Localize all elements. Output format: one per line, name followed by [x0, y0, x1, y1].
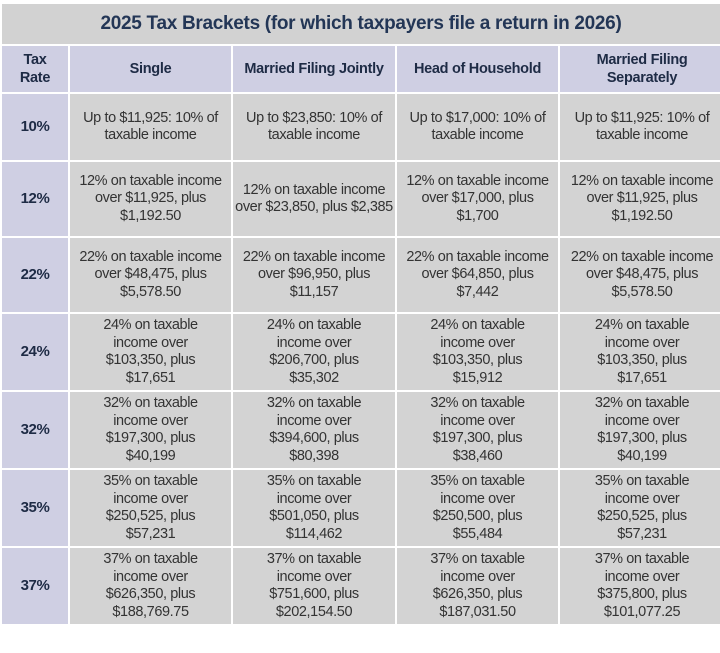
table-title: 2025 Tax Brackets (for which taxpayers f…	[2, 4, 720, 44]
tax-rate-cell: 22%	[2, 238, 68, 312]
tax-rate-cell: 10%	[2, 94, 68, 160]
cell-married-jointly: 35% on taxable income over $501,050, plu…	[233, 470, 395, 546]
table-row: 32% 32% on taxable income over $197,300, …	[2, 392, 720, 468]
cell-married-jointly: 22% on taxable income over $96,950, plus…	[233, 238, 395, 312]
cell-single: 24% on taxable income over $103,350, plu…	[70, 314, 231, 390]
cell-head-of-household: 32% on taxable income over $197,300, plu…	[397, 392, 558, 468]
cell-married-jointly: 12% on taxable income over $23,850, plus…	[233, 162, 395, 236]
header-row: Tax Rate Single Married Filing Jointly H…	[2, 46, 720, 92]
cell-married-separately: 12% on taxable income over $11,925, plus…	[560, 162, 720, 236]
cell-head-of-household: 22% on taxable income over $64,850, plus…	[397, 238, 558, 312]
header-married-separately: Married Filing Separately	[560, 46, 720, 92]
cell-married-jointly: 24% on taxable income over $206,700, plu…	[233, 314, 395, 390]
cell-single: 22% on taxable income over $48,475, plus…	[70, 238, 231, 312]
tax-bracket-table: Tax Rate Single Married Filing Jointly H…	[0, 44, 720, 626]
cell-married-jointly: 32% on taxable income over $394,600, plu…	[233, 392, 395, 468]
tax-rate-cell: 24%	[2, 314, 68, 390]
cell-married-separately: Up to $11,925: 10% of taxable income	[560, 94, 720, 160]
cell-married-separately: 32% on taxable income over $197,300, plu…	[560, 392, 720, 468]
cell-single: 32% on taxable income over $197,300, plu…	[70, 392, 231, 468]
cell-married-separately: 24% on taxable income over $103,350, plu…	[560, 314, 720, 390]
cell-head-of-household: 35% on taxable income over $250,500, plu…	[397, 470, 558, 546]
cell-single: Up to $11,925: 10% of taxable income	[70, 94, 231, 160]
table-row: 37% 37% on taxable income over $626,350, …	[2, 548, 720, 624]
cell-married-separately: 35% on taxable income over $250,525, plu…	[560, 470, 720, 546]
cell-head-of-household: Up to $17,000: 10% of taxable income	[397, 94, 558, 160]
cell-single: 12% on taxable income over $11,925, plus…	[70, 162, 231, 236]
tax-rate-cell: 37%	[2, 548, 68, 624]
table-row: 10% Up to $11,925: 10% of taxable income U…	[2, 94, 720, 160]
cell-married-jointly: 37% on taxable income over $751,600, plu…	[233, 548, 395, 624]
cell-single: 37% on taxable income over $626,350, plu…	[70, 548, 231, 624]
cell-head-of-household: 37% on taxable income over $626,350, plu…	[397, 548, 558, 624]
tax-rate-cell: 12%	[2, 162, 68, 236]
header-married-jointly: Married Filing Jointly	[233, 46, 395, 92]
table-row: 35% 35% on taxable income over $250,525, …	[2, 470, 720, 546]
header-head-of-household: Head of Household	[397, 46, 558, 92]
cell-head-of-household: 12% on taxable income over $17,000, plus…	[397, 162, 558, 236]
cell-single: 35% on taxable income over $250,525, plu…	[70, 470, 231, 546]
tax-bracket-table-container: 2025 Tax Brackets (for which taxpayers f…	[2, 4, 720, 626]
table-row: 12% 12% on taxable income over $11,925, p…	[2, 162, 720, 236]
cell-married-separately: 22% on taxable income over $48,475, plus…	[560, 238, 720, 312]
table-row: 24% 24% on taxable income over $103,350, …	[2, 314, 720, 390]
tax-rate-cell: 35%	[2, 470, 68, 546]
header-tax-rate: Tax Rate	[2, 46, 68, 92]
cell-head-of-household: 24% on taxable income over $103,350, plu…	[397, 314, 558, 390]
cell-married-jointly: Up to $23,850: 10% of taxable income	[233, 94, 395, 160]
tax-rate-cell: 32%	[2, 392, 68, 468]
cell-married-separately: 37% on taxable income over $375,800, plu…	[560, 548, 720, 624]
header-single: Single	[70, 46, 231, 92]
table-row: 22% 22% on taxable income over $48,475, p…	[2, 238, 720, 312]
